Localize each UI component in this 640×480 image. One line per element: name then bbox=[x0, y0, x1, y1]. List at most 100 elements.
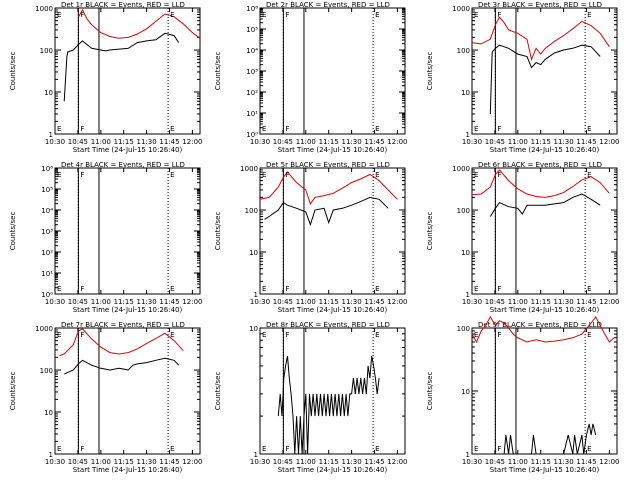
y-tick-label: 10³ bbox=[41, 228, 53, 236]
x-tick-label: 10:30 bbox=[45, 138, 65, 146]
panel-4: Det 4r BLACK = Events, RED = LLD 10:30 10:… bbox=[9, 161, 202, 314]
y-tick-label: 10 bbox=[461, 249, 470, 257]
marker-top: E bbox=[57, 11, 61, 19]
series-lld bbox=[471, 16, 610, 61]
x-tick-label: 11:45 bbox=[364, 138, 384, 146]
marker-top: F bbox=[80, 331, 84, 339]
x-tick-label: 11:15 bbox=[319, 138, 339, 146]
x-tick-label: 11:00 bbox=[296, 458, 316, 466]
marker-bottom: F bbox=[80, 445, 84, 453]
plot-frame bbox=[54, 7, 201, 135]
x-tick-label: 10:30 bbox=[462, 298, 482, 306]
x-tick-label: 11:45 bbox=[576, 298, 596, 306]
x-tick-label: 11:00 bbox=[508, 458, 528, 466]
panel-title: Det 5r BLACK = Events, RED = LLD bbox=[266, 161, 390, 169]
x-tick-label: 12:00 bbox=[182, 298, 202, 306]
y-tick-label: 1000 bbox=[452, 5, 470, 13]
panel-title: Det 8r BLACK = Events, RED = LLD bbox=[266, 321, 390, 329]
x-tick-label: 11:30 bbox=[137, 458, 157, 466]
x-tick-label: 10:30 bbox=[250, 458, 270, 466]
marker-top: E bbox=[262, 331, 266, 339]
y-tick-label: 10² bbox=[246, 89, 258, 97]
panel-title: Det 7r BLACK = Events, RED = LLD bbox=[61, 321, 185, 329]
y-tick-label: 10⁶ bbox=[41, 165, 53, 173]
marker-top: E bbox=[375, 331, 379, 339]
y-tick-label: 10 bbox=[461, 89, 470, 97]
marker-top: F bbox=[80, 11, 84, 19]
marker-top: E bbox=[375, 11, 379, 19]
marker-bottom: F bbox=[497, 125, 501, 133]
y-tick-label: 100 bbox=[245, 207, 258, 215]
x-tick-label: 12:00 bbox=[182, 138, 202, 146]
marker-bottom: F bbox=[80, 125, 84, 133]
y-tick-label: 10⁶ bbox=[246, 5, 258, 13]
marker-top: F bbox=[497, 171, 501, 179]
marker-top: E bbox=[170, 171, 174, 179]
y-tick-label: 1 bbox=[466, 451, 470, 459]
x-tick-label: 10:45 bbox=[68, 138, 88, 146]
x-tick-label: 11:45 bbox=[364, 458, 384, 466]
marker-bottom: E bbox=[474, 445, 478, 453]
marker-top: F bbox=[285, 171, 289, 179]
series-events bbox=[489, 193, 601, 217]
x-axis-label: Start Time (24-Jul-15 10:26:40) bbox=[490, 466, 600, 474]
y-tick-label: 1000 bbox=[35, 5, 53, 13]
marker-top: E bbox=[474, 331, 478, 339]
x-tick-label: 11:00 bbox=[296, 138, 316, 146]
marker-bottom: E bbox=[587, 285, 591, 293]
marker-bottom: F bbox=[285, 125, 289, 133]
x-tick-label: 11:15 bbox=[531, 138, 551, 146]
x-tick-label: 12:00 bbox=[599, 298, 619, 306]
panel-title: Det 3r BLACK = Events, RED = LLD bbox=[478, 1, 602, 9]
marker-top: E bbox=[170, 331, 174, 339]
x-tick-label: 10:45 bbox=[485, 138, 505, 146]
marker-bottom: E bbox=[375, 125, 379, 133]
x-tick-label: 11:15 bbox=[114, 138, 134, 146]
y-tick-label: 10⁵ bbox=[41, 186, 53, 194]
panel-title: Det 9r BLACK = Events, RED = LLD bbox=[478, 321, 602, 329]
x-tick-label: 11:00 bbox=[91, 138, 111, 146]
x-tick-label: 12:00 bbox=[387, 138, 407, 146]
series-events bbox=[63, 357, 180, 375]
marker-bottom: E bbox=[474, 125, 478, 133]
x-tick-label: 11:45 bbox=[159, 458, 179, 466]
y-tick-label: 10⁴ bbox=[41, 207, 53, 215]
series-lld bbox=[471, 315, 615, 344]
marker-bottom: F bbox=[80, 285, 84, 293]
x-tick-label: 11:30 bbox=[342, 458, 362, 466]
y-tick-label: 1000 bbox=[35, 325, 53, 333]
x-tick-label: 11:45 bbox=[576, 458, 596, 466]
x-axis-label: Start Time (24-Jul-15 10:26:40) bbox=[73, 146, 183, 154]
y-tick-label: 10⁴ bbox=[246, 47, 258, 55]
x-tick-label: 11:15 bbox=[531, 298, 551, 306]
marker-bottom: F bbox=[285, 445, 289, 453]
y-axis-label: Counts/sec bbox=[214, 212, 222, 251]
x-tick-label: 10:45 bbox=[273, 138, 293, 146]
y-tick-label: 10¹ bbox=[246, 110, 258, 118]
marker-bottom: E bbox=[375, 445, 379, 453]
panel-5: Det 5r BLACK = Events, RED = LLD 10:30 10:… bbox=[214, 161, 407, 314]
y-tick-label: 1 bbox=[466, 291, 470, 299]
x-tick-label: 12:00 bbox=[599, 138, 619, 146]
x-axis-label: Start Time (24-Jul-15 10:26:40) bbox=[278, 306, 388, 314]
x-axis-label: Start Time (24-Jul-15 10:26:40) bbox=[278, 466, 388, 474]
x-axis-label: Start Time (24-Jul-15 10:26:40) bbox=[490, 146, 600, 154]
x-tick-label: 12:00 bbox=[599, 458, 619, 466]
x-tick-label: 11:30 bbox=[554, 298, 574, 306]
y-tick-label: 10³ bbox=[246, 68, 258, 76]
y-tick-label: 10 bbox=[44, 409, 53, 417]
panel-title: Det 4r BLACK = Events, RED = LLD bbox=[61, 161, 185, 169]
marker-top: E bbox=[474, 11, 478, 19]
series-events bbox=[503, 423, 597, 455]
x-tick-label: 11:45 bbox=[159, 138, 179, 146]
marker-bottom: E bbox=[57, 285, 61, 293]
series-lld bbox=[59, 328, 184, 357]
y-tick-label: 10⁵ bbox=[246, 26, 258, 34]
marker-top: E bbox=[587, 11, 591, 19]
y-tick-label: 1 bbox=[49, 131, 53, 139]
plot-frame bbox=[471, 7, 618, 135]
marker-bottom: E bbox=[587, 125, 591, 133]
marker-top: E bbox=[587, 331, 591, 339]
y-axis-label: Counts/sec bbox=[426, 52, 434, 91]
marker-bottom: E bbox=[474, 285, 478, 293]
